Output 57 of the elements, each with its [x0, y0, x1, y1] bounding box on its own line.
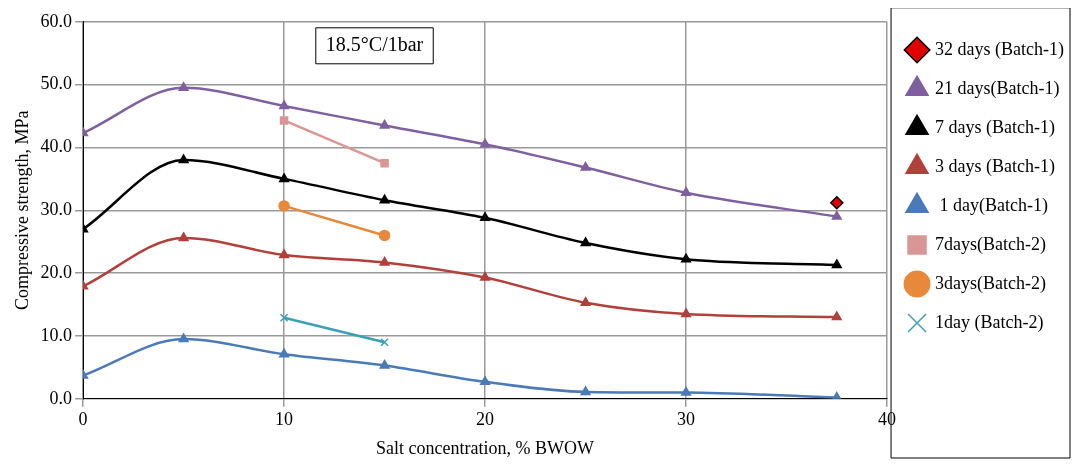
- point: [379, 256, 390, 266]
- point: [479, 376, 491, 386]
- annotation: 18.5°C/1bar: [325, 33, 424, 56]
- y-tick-label: 60.0: [40, 10, 73, 31]
- point: [580, 386, 591, 396]
- y-tick-label: 50.0: [40, 73, 73, 94]
- x-axis-title: Salt concentration, % BWOW: [376, 437, 595, 458]
- point: [680, 308, 692, 318]
- point: [580, 237, 591, 247]
- point: [380, 158, 389, 168]
- point: [380, 337, 389, 347]
- point: [680, 386, 692, 396]
- x-tick-label: 20: [476, 409, 495, 430]
- point: [580, 161, 591, 171]
- point: [178, 333, 189, 343]
- point: [830, 196, 844, 210]
- point: [379, 119, 390, 129]
- point: [279, 348, 290, 358]
- x-tick-label: 0: [78, 409, 88, 430]
- point: [279, 173, 290, 183]
- point: [279, 313, 289, 323]
- y-tick-label: 10.0: [40, 324, 73, 345]
- point: [278, 200, 290, 212]
- legend-label: 7 days (Batch-1): [935, 116, 1056, 138]
- point: [378, 229, 391, 242]
- y-tick-label: 30.0: [40, 199, 73, 220]
- legend-label: 1 day(Batch-1): [935, 194, 1049, 216]
- x-tick-label: 10: [275, 409, 294, 430]
- point: [479, 212, 491, 222]
- point: [479, 271, 491, 281]
- y-axis-title: Compressive strength, MPa: [11, 110, 32, 311]
- legend-label: 1day (Batch-2): [935, 311, 1044, 333]
- x-tick-label: 30: [677, 409, 696, 430]
- legend-label: 7days(Batch-2): [935, 233, 1047, 255]
- point: [680, 253, 692, 263]
- legend-label: 21 days(Batch-1): [935, 77, 1060, 99]
- point: [831, 311, 842, 321]
- point: [379, 194, 390, 204]
- y-tick-label: 20.0: [40, 261, 73, 282]
- point: [831, 210, 842, 220]
- point: [580, 296, 591, 306]
- point: [831, 259, 842, 269]
- point: [279, 116, 289, 125]
- y-tick-label: 0.0: [49, 387, 73, 408]
- point: [680, 186, 692, 196]
- point: [279, 249, 290, 259]
- point: [379, 359, 390, 369]
- point: [479, 138, 491, 148]
- point: [178, 154, 189, 164]
- legend-label: 3days(Batch-2): [935, 272, 1047, 294]
- point: [178, 232, 189, 242]
- legend-label: 32 days (Batch-1): [935, 38, 1065, 60]
- legend-label: 3 days (Batch-1): [935, 155, 1056, 177]
- x-tick-label: 40: [878, 409, 897, 430]
- point: [279, 100, 290, 110]
- y-tick-label: 40.0: [40, 136, 73, 157]
- point: [178, 82, 189, 92]
